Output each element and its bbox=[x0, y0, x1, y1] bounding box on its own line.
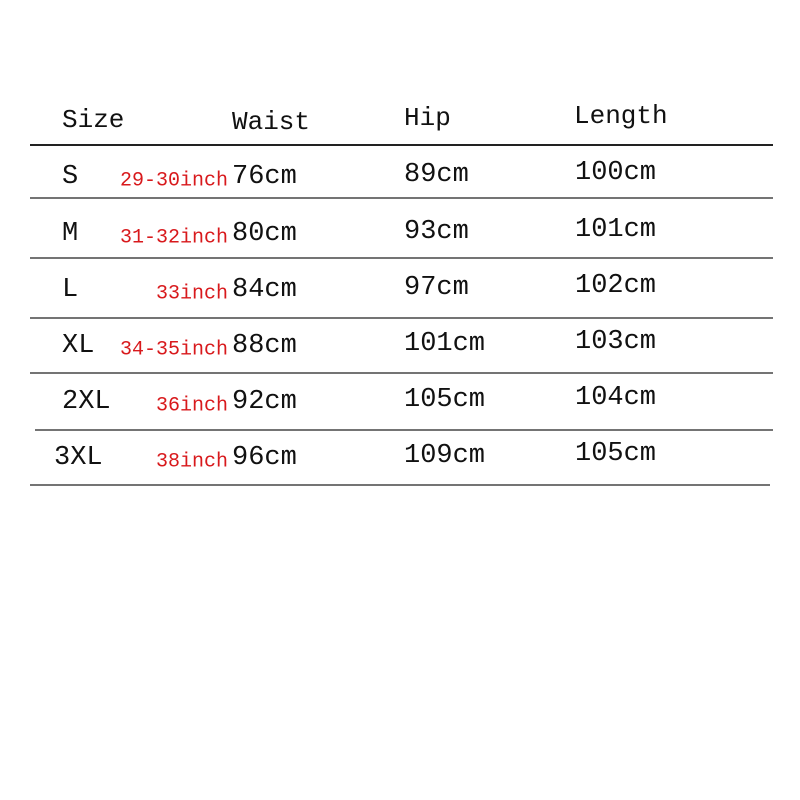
inch-cell: 31-32inch bbox=[120, 226, 228, 249]
inch-cell: 36inch bbox=[156, 394, 228, 417]
length-cell: 103cm bbox=[575, 327, 656, 357]
hip-cell: 89cm bbox=[404, 160, 469, 190]
inch-cell: 29-30inch bbox=[120, 169, 228, 192]
size-cell: L bbox=[62, 275, 78, 305]
length-cell: 102cm bbox=[575, 271, 656, 301]
header-cell: Size bbox=[62, 105, 124, 135]
length-cell: 100cm bbox=[575, 158, 656, 188]
inch-cell: 33inch bbox=[156, 282, 228, 305]
hip-cell: 97cm bbox=[404, 273, 469, 303]
hip-cell: 105cm bbox=[404, 385, 485, 415]
header-cell: Length bbox=[574, 101, 668, 131]
length-cell: 105cm bbox=[575, 439, 656, 469]
hip-cell: 109cm bbox=[404, 441, 485, 471]
size-cell: 3XL bbox=[54, 443, 103, 473]
header-cell: Hip bbox=[404, 103, 451, 133]
length-cell: 101cm bbox=[575, 215, 656, 245]
inch-cell: 38inch bbox=[156, 450, 228, 473]
size-cell: XL bbox=[62, 331, 94, 361]
size-cell: M bbox=[62, 219, 78, 249]
waist-cell: 76cm bbox=[232, 162, 297, 192]
header-cell: Waist bbox=[232, 107, 310, 137]
hip-cell: 101cm bbox=[404, 329, 485, 359]
waist-cell: 96cm bbox=[232, 443, 297, 473]
length-cell: 104cm bbox=[575, 383, 656, 413]
hip-cell: 93cm bbox=[404, 217, 469, 247]
inch-cell: 34-35inch bbox=[120, 338, 228, 361]
waist-cell: 80cm bbox=[232, 219, 297, 249]
size-cell: S bbox=[62, 162, 78, 192]
waist-cell: 88cm bbox=[232, 331, 297, 361]
waist-cell: 84cm bbox=[232, 275, 297, 305]
size-cell: 2XL bbox=[62, 387, 111, 417]
waist-cell: 92cm bbox=[232, 387, 297, 417]
